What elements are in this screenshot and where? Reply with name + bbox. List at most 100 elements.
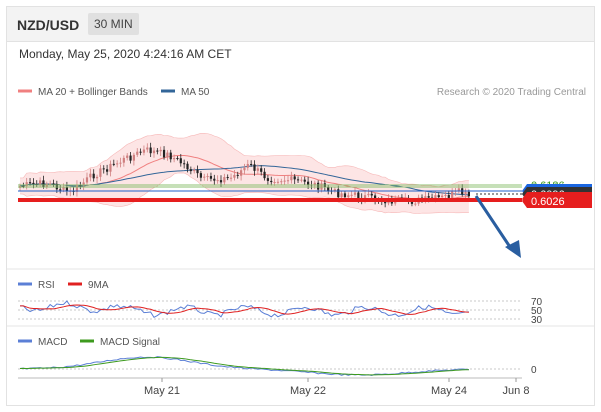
candle-body <box>146 147 149 150</box>
x-tick-label: May 24 <box>431 385 467 397</box>
candle-body <box>384 201 387 204</box>
candle-body <box>213 178 216 181</box>
candle-body <box>317 182 320 190</box>
candle-body <box>159 149 162 152</box>
candle-body <box>347 195 350 198</box>
candle-body <box>441 195 444 198</box>
candle-body <box>437 195 440 198</box>
candle-body <box>260 168 263 172</box>
candle-body <box>250 163 253 165</box>
x-tick-label: Jun 8 <box>503 385 530 397</box>
candle-body <box>89 173 92 178</box>
candle-body <box>209 176 213 179</box>
candle-body <box>313 182 316 186</box>
macd-legend-label: MACD <box>38 337 67 348</box>
level-label: 0.6026 <box>531 196 565 208</box>
candle-body <box>350 194 353 196</box>
candle-body <box>353 192 357 195</box>
candle-body <box>337 189 340 198</box>
x-tick-label: May 22 <box>290 385 326 397</box>
candle-body <box>451 191 454 198</box>
datetime-label: Monday, May 25, 2020 4:24:16 AM CET <box>19 47 232 61</box>
candle-body <box>457 188 460 191</box>
macd-lines <box>19 356 469 376</box>
candle-body <box>447 195 450 198</box>
candle-body <box>162 149 166 158</box>
candle-body <box>266 178 269 181</box>
candle-body <box>343 193 347 198</box>
candle-body <box>126 155 129 158</box>
candle-body <box>444 195 447 197</box>
candle-body <box>152 150 156 154</box>
candle-body <box>410 201 414 204</box>
rsi-line <box>19 300 469 319</box>
candle-body <box>129 155 132 161</box>
candle-body <box>467 191 470 197</box>
candle-body <box>296 179 300 181</box>
candle-body <box>253 164 256 171</box>
candle-body <box>196 169 199 174</box>
candle-body <box>414 203 417 205</box>
candle-body <box>169 152 172 160</box>
rsi-30-label: 30 <box>531 315 543 326</box>
candle-body <box>176 158 179 160</box>
candle-body <box>22 185 25 187</box>
rsi-ma-legend-label: 9MA <box>88 280 109 291</box>
instrument-title: NZD/USD <box>17 17 80 33</box>
candle-body <box>62 186 65 190</box>
candle-body <box>333 189 336 191</box>
candle-body <box>203 176 206 178</box>
candle-body <box>189 169 192 172</box>
candle-body <box>32 182 35 185</box>
price-levels: 0.61860.61640.61280.60960.60470.6026 <box>18 180 592 208</box>
candle-body <box>256 168 259 171</box>
candle-body <box>199 173 202 178</box>
candle-body <box>193 169 196 172</box>
candle-body <box>173 158 176 160</box>
candle-body <box>320 183 323 190</box>
candle-body <box>273 182 276 184</box>
x-tick-label: May 21 <box>144 385 180 397</box>
chart-widget: NZD/USD 30 MIN Monday, May 25, 2020 4:24… <box>6 6 595 406</box>
candle-body <box>25 182 28 187</box>
credit-text: Research © 2020 Trading Central <box>437 87 586 98</box>
candle-body <box>300 179 303 181</box>
candle-body <box>216 180 219 182</box>
candle-body <box>122 157 125 163</box>
candle-body <box>139 151 142 153</box>
candle-body <box>233 174 236 178</box>
candle-body <box>263 171 266 179</box>
candle-body <box>85 177 89 183</box>
candle-body <box>219 180 223 183</box>
candle-body <box>92 173 95 179</box>
timeframe-badge[interactable]: 30 MIN <box>88 13 139 35</box>
rsi-lines <box>19 300 469 319</box>
candle-body <box>229 177 233 179</box>
candle-body <box>99 168 102 177</box>
candle-body <box>156 150 159 152</box>
candle-body <box>149 147 152 154</box>
candle-body <box>276 181 280 183</box>
candle-body <box>119 162 122 164</box>
candle-body <box>183 163 186 165</box>
candle-body <box>357 192 360 199</box>
macd-signal-legend-label: MACD Signal <box>100 337 160 348</box>
candle-body <box>132 154 135 161</box>
candle-body <box>106 169 109 172</box>
bollinger-upper <box>19 133 469 187</box>
rsi-legend-label: RSI <box>38 280 55 291</box>
candle-body <box>246 163 249 168</box>
candle-body <box>464 191 467 195</box>
candle-body <box>112 163 115 165</box>
level-badge <box>522 194 592 208</box>
candle-body <box>186 163 189 170</box>
candle-body <box>223 177 226 183</box>
candle-body <box>116 163 119 165</box>
macd-zero-label: 0 <box>531 365 537 376</box>
candle-body <box>370 193 373 196</box>
forecast-arrow-icon <box>474 195 521 258</box>
candle-body <box>270 180 273 183</box>
candle-body <box>42 180 45 187</box>
ma50-legend-label: MA 50 <box>181 87 210 98</box>
